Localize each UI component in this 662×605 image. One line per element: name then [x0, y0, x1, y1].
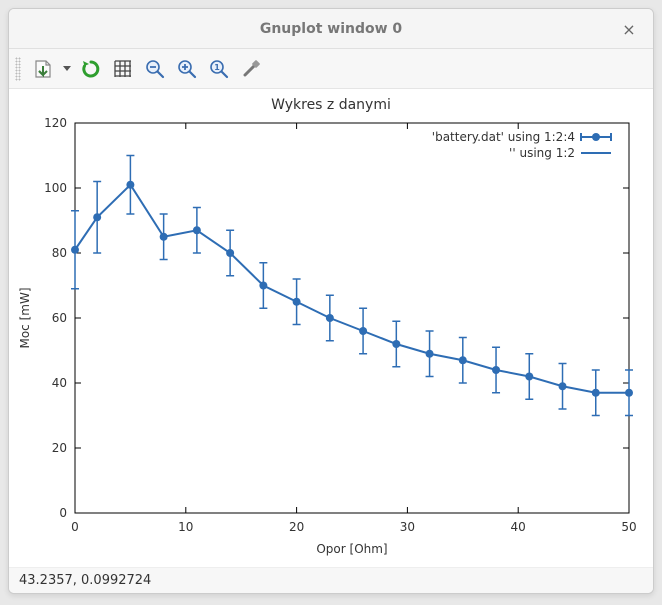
- svg-text:120: 120: [44, 116, 67, 130]
- zoom-reset-button[interactable]: 1: [205, 55, 233, 83]
- zoom-out-icon: [144, 58, 166, 80]
- close-button[interactable]: ×: [617, 17, 641, 41]
- refresh-button[interactable]: [77, 55, 105, 83]
- svg-text:0: 0: [59, 506, 67, 520]
- svg-text:50: 50: [621, 520, 636, 534]
- svg-text:'battery.dat' using 1:2:4: 'battery.dat' using 1:2:4: [432, 130, 575, 144]
- statusbar: 43.2357, 0.0992724: [9, 567, 653, 593]
- svg-text:Moc [mW]: Moc [mW]: [18, 287, 32, 348]
- svg-text:100: 100: [44, 181, 67, 195]
- titlebar: Gnuplot window 0 ×: [9, 9, 653, 49]
- svg-text:30: 30: [400, 520, 415, 534]
- export-button[interactable]: [29, 55, 57, 83]
- svg-text:'' using 1:2: '' using 1:2: [509, 146, 575, 160]
- svg-text:60: 60: [52, 311, 67, 325]
- svg-text:Opor [Ohm]: Opor [Ohm]: [316, 542, 387, 556]
- settings-button[interactable]: [237, 55, 265, 83]
- svg-text:10: 10: [178, 520, 193, 534]
- export-icon: [32, 58, 54, 80]
- svg-text:0: 0: [71, 520, 79, 534]
- dropdown-icon: [63, 66, 71, 72]
- refresh-icon: [80, 58, 102, 80]
- gnuplot-window: Gnuplot window 0 ×: [8, 8, 654, 594]
- close-icon: ×: [622, 20, 635, 39]
- zoom-out-button[interactable]: [141, 55, 169, 83]
- chart-canvas: Wykres z danymi 0 10 20 30 40 50 0 20 40 60 80 100 12…: [13, 93, 649, 563]
- settings-icon: [240, 58, 262, 80]
- zoom-in-icon: [176, 58, 198, 80]
- export-dropdown[interactable]: [61, 55, 73, 83]
- toolbar-grip: [15, 57, 21, 81]
- zoom-in-button[interactable]: [173, 55, 201, 83]
- grid-icon: [113, 59, 133, 79]
- cursor-coords: 43.2357, 0.0992724: [19, 573, 151, 588]
- svg-text:20: 20: [52, 441, 67, 455]
- svg-text:20: 20: [289, 520, 304, 534]
- grid-button[interactable]: [109, 55, 137, 83]
- plot-area[interactable]: Wykres z danymi 0 10 20 30 40 50 0 20 40 60 80 100 12…: [9, 89, 653, 567]
- svg-text:40: 40: [52, 376, 67, 390]
- svg-text:40: 40: [511, 520, 526, 534]
- zoom-reset-icon: 1: [208, 58, 230, 80]
- window-title: Gnuplot window 0: [260, 21, 402, 37]
- toolbar: 1: [9, 49, 653, 89]
- svg-text:80: 80: [52, 246, 67, 260]
- svg-text:1: 1: [214, 63, 220, 72]
- svg-text:Wykres z danymi: Wykres z danymi: [271, 97, 391, 113]
